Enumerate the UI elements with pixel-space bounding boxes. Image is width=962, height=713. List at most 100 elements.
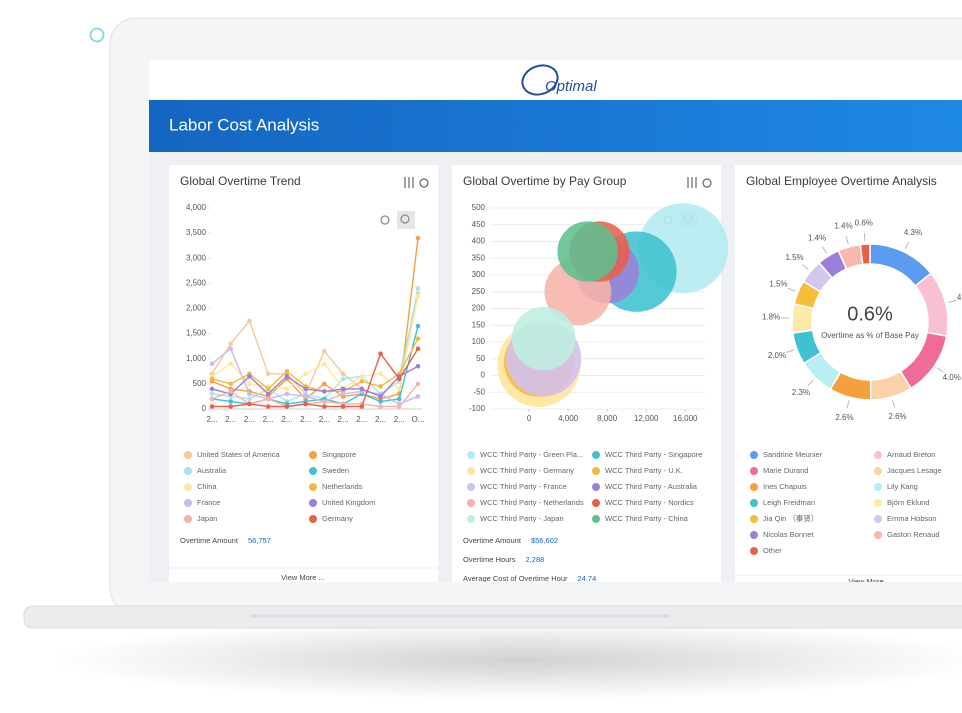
x-tick-label: 2...: [300, 415, 311, 424]
point: [340, 404, 346, 409]
point: [228, 346, 234, 352]
point: [340, 391, 346, 397]
zoom-in-bg[interactable]: [397, 211, 415, 229]
legend-label: Marie Durand: [763, 466, 808, 475]
line: [211, 383, 419, 408]
legend-label: Ines Chapuis: [763, 482, 807, 491]
legend-swatch: [184, 467, 192, 475]
legend-label: WCC Third Party - U.K.: [605, 466, 683, 475]
x-tick-label: 2...: [338, 415, 349, 424]
zoom-out[interactable]: [380, 215, 390, 225]
point: [396, 396, 402, 402]
legend-swatch: [184, 483, 192, 491]
legend-swatch: [592, 451, 600, 459]
legend-label: Leigh Freidman: [763, 498, 815, 507]
y-tick-label: -50: [473, 387, 485, 396]
stat-value: 24.74: [578, 574, 597, 583]
point: [415, 293, 421, 299]
legend-swatch: [184, 451, 192, 459]
legend-swatch: [750, 499, 758, 507]
legend-label: United Kingdom: [322, 498, 375, 507]
x-tick-label: 4,000: [558, 414, 579, 423]
y-tick-label: 350: [472, 253, 486, 262]
filter-icon[interactable]: [687, 177, 697, 188]
legend-label: Other: [763, 546, 782, 555]
leader-line: [786, 349, 795, 353]
legend-swatch: [874, 467, 882, 475]
legend-swatch: [592, 467, 600, 475]
legend-label: WCC Third Party - Nordics: [605, 498, 694, 507]
legend-swatch: [467, 467, 475, 475]
point: [359, 404, 365, 409]
legend-swatch: [750, 531, 758, 539]
leader-line: [845, 236, 849, 245]
y-tick-label: 200: [472, 304, 486, 313]
point: [322, 404, 327, 409]
panel-title: Global Employee Overtime Analysis: [746, 174, 937, 188]
x-tick-label: 0: [527, 414, 532, 423]
shadow: [50, 620, 962, 700]
legend-swatch: [592, 483, 600, 491]
y-tick-label: 100: [472, 337, 486, 346]
panel-tools[interactable]: [404, 177, 712, 188]
x-tick-label: 2...: [394, 415, 405, 424]
data-label: 1.5%: [785, 253, 803, 262]
legend-swatch: [467, 451, 475, 459]
point: [340, 386, 346, 392]
settings-icon[interactable]: [702, 178, 712, 188]
point: [340, 376, 346, 382]
legend-swatch: [592, 515, 600, 523]
legend-swatch: [309, 467, 317, 475]
point: [247, 381, 252, 387]
leader-line: [904, 241, 910, 250]
legend-swatch: [750, 515, 758, 523]
point: [228, 399, 234, 404]
data-label: 1.4%: [834, 222, 852, 231]
x-tick-label: 16,000: [673, 414, 698, 423]
settings-icon[interactable]: [419, 178, 429, 188]
legend-swatch: [750, 483, 758, 491]
y-tick-label: 0: [202, 404, 207, 413]
zoom-in[interactable]: [400, 214, 410, 224]
point: [415, 336, 421, 341]
y-tick-label: 250: [472, 287, 486, 296]
top-bar: [149, 60, 962, 100]
view-more-link[interactable]: View More ...: [281, 573, 325, 582]
leader-line: [787, 287, 796, 292]
line: [211, 347, 419, 405]
y-tick-label: 2,000: [186, 304, 207, 313]
point: [228, 341, 234, 346]
x-tick-label: 12,000: [634, 414, 659, 423]
legend-swatch: [750, 451, 758, 459]
point: [209, 391, 215, 397]
y-tick-label: -100: [469, 404, 486, 413]
header-band: [149, 100, 962, 152]
point: [415, 381, 421, 387]
x-tick-label: 2...: [281, 415, 292, 424]
point: [340, 371, 346, 377]
data-label: 1.8%: [762, 312, 780, 321]
point: [247, 391, 252, 397]
point: [228, 361, 234, 367]
logo: Optimal: [545, 78, 597, 95]
legend-swatch: [874, 531, 882, 539]
stat-label: Overtime Amount: [463, 536, 522, 545]
view-more-link[interactable]: View More: [848, 577, 883, 586]
point: [284, 391, 290, 397]
data-label: 2.3%: [792, 388, 810, 397]
line: [211, 238, 419, 400]
point: [396, 386, 402, 392]
y-tick-label: 3,000: [186, 253, 207, 262]
legend-swatch: [467, 515, 475, 523]
decor-circle: [89, 27, 105, 43]
legend-swatch: [750, 467, 758, 475]
y-tick-label: 2,500: [186, 278, 207, 287]
point: [359, 379, 365, 384]
filter-icon[interactable]: [404, 177, 414, 188]
stat-value: 56,757: [248, 536, 271, 545]
legend-label: Jia Qin （秦贤）: [763, 513, 818, 523]
legend-swatch: [309, 483, 317, 491]
point: [396, 376, 402, 382]
leader-line: [863, 233, 866, 242]
